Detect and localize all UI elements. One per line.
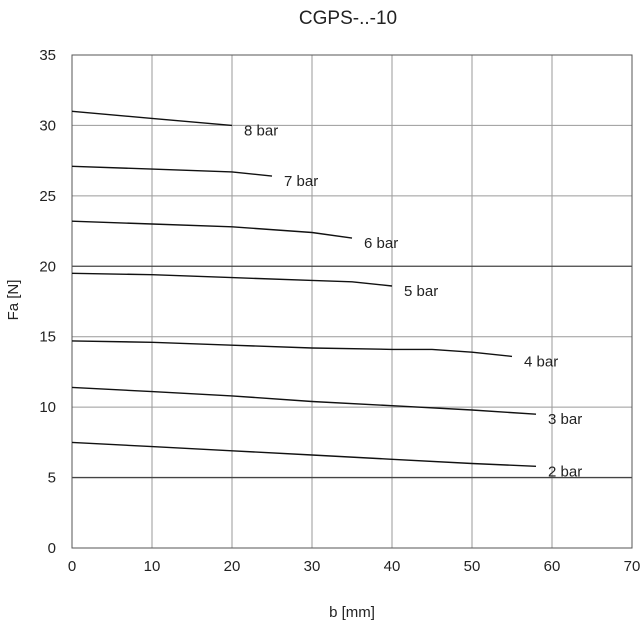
y-axis-label: Fa [N] [5,280,22,321]
x-tick-label: 50 [464,558,481,575]
series-label: 7 bar [284,173,318,190]
chart-title: CGPS-..-10 [299,8,397,29]
tick-labels: 0 10 20 30 40 50 60 70 0 5 10 15 20 25 30 35 [39,47,640,575]
series-line [71,441,537,467]
x-tick-label: 20 [224,558,241,575]
series-line [71,386,537,415]
series-line [71,165,273,177]
series-label: 8 bar [244,122,278,139]
plot-area [71,54,633,549]
series-line [71,272,393,287]
y-tick-label: 30 [39,117,56,134]
x-tick-label: 40 [384,558,401,575]
y-tick-label: 5 [48,470,56,487]
series-line [71,110,233,127]
y-tick-label: 0 [48,540,56,557]
x-axis-label: b [mm] [329,604,375,621]
y-tick-label: 25 [39,188,56,205]
series-label: 3 bar [548,411,582,428]
series-label: 2 bar [548,463,582,480]
x-tick-label: 30 [304,558,321,575]
grid [71,54,633,549]
y-tick-label: 15 [39,329,56,346]
x-tick-label: 60 [544,558,561,575]
series-group: 8 bar 7 bar 6 bar 5 bar 4 bar 3 bar 2 bar [71,110,582,480]
x-tick-label: 10 [144,558,161,575]
y-tick-label: 10 [39,399,56,416]
series-line [71,220,353,239]
x-tick-label: 70 [624,558,641,575]
series-label: 6 bar [364,235,398,252]
y-tick-label: 35 [39,47,56,64]
y-tick-label: 20 [39,258,56,275]
series-label: 5 bar [404,283,438,300]
series-line [71,340,513,358]
x-tick-label: 0 [68,558,76,575]
series-label: 4 bar [524,353,558,370]
